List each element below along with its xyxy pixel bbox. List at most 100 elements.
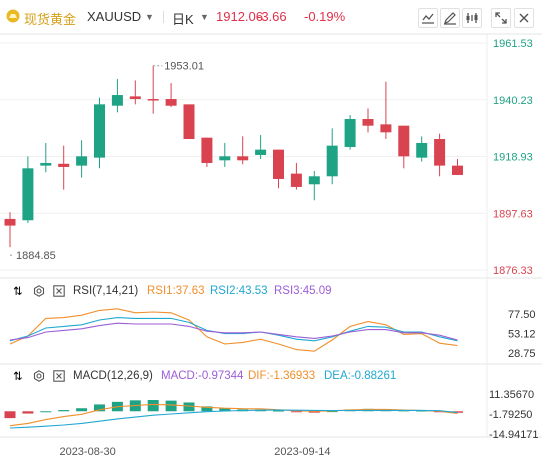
fullscreen-button[interactable]	[491, 8, 511, 28]
macd-histogram-bar	[273, 410, 284, 412]
settings-icon[interactable]	[33, 370, 45, 382]
rsi2-value: RSI2:43.53	[210, 285, 268, 297]
rsi3-value: RSI3:45.09	[274, 285, 332, 297]
divider	[163, 11, 164, 23]
rsi-tick-label: 53.12	[508, 329, 536, 341]
price-change: -3.66	[257, 9, 287, 24]
price-tick-label: 1961.53	[493, 38, 533, 50]
rsi-line-rsi3	[9, 322, 458, 341]
macd-tick-label: 11.35670	[489, 389, 534, 401]
candle-body	[326, 145, 338, 177]
candle-body	[255, 149, 267, 155]
macd-histogram-bar	[452, 411, 463, 413]
price-tick-label: 1918.93	[493, 152, 533, 164]
rsi-tick-label: 77.50	[508, 309, 536, 321]
rsi-label: RSI(7,14,21)	[73, 285, 139, 297]
chart-line-button[interactable]	[418, 8, 438, 28]
candle-body	[201, 137, 213, 163]
macd-histogram-bar	[308, 411, 320, 413]
macd-histogram-bar	[219, 408, 231, 412]
macd-histogram-bar	[326, 411, 338, 413]
collapse-icon[interactable]: ⇅	[13, 371, 23, 383]
candle-body	[94, 104, 105, 158]
macd-line-dea	[9, 409, 458, 429]
candle-body	[111, 95, 123, 106]
last-price: 1912.06	[216, 9, 263, 24]
macd-histogram-bar	[76, 408, 88, 412]
macd-histogram-bar	[4, 411, 16, 419]
candle-body	[147, 99, 159, 101]
candle-body	[452, 165, 463, 175]
date-tick-label: 2023-08-30	[59, 446, 115, 458]
candle-body	[416, 142, 428, 158]
dif-value: DIF:-1.36933	[248, 370, 316, 382]
candle-body	[76, 156, 88, 166]
chart-line-icon	[422, 13, 434, 24]
price-tick-label: 1940.23	[493, 95, 533, 107]
close-icon[interactable]	[53, 285, 65, 297]
macd-histogram-bar	[290, 411, 302, 413]
candle-body	[344, 119, 356, 147]
candle-body	[4, 218, 16, 226]
macd-histogram-bar	[94, 404, 105, 412]
macd-histogram-bar	[165, 400, 177, 412]
fullscreen-icon	[495, 12, 507, 24]
close-button[interactable]	[514, 8, 534, 28]
macd-histogram-bar	[58, 410, 70, 412]
price-tick-label: 1897.63	[493, 208, 533, 220]
macd-histogram-bar	[416, 410, 428, 412]
macd-histogram-bar	[22, 411, 34, 414]
macd-tick-label: -1.79250	[489, 409, 532, 421]
candle-body	[40, 162, 52, 166]
instrument-name: 现货黄金	[24, 12, 77, 27]
draw-button[interactable]	[440, 8, 460, 28]
period-selector[interactable]: 日K	[172, 12, 194, 27]
macd-histogram-bar	[40, 411, 52, 413]
candle-body	[362, 119, 374, 126]
low-annotation: 1884.85	[16, 250, 56, 262]
rsi-tick-label: 28.75	[508, 348, 536, 360]
bar-stats-icon	[466, 13, 478, 23]
indicator-button[interactable]	[462, 8, 482, 28]
rsi-line-rsi2	[9, 317, 458, 342]
gold-coin-icon	[6, 9, 20, 23]
rsi1-value: RSI1:37.63	[147, 285, 205, 297]
macd-indicator-bar: ⇅ MACD(12,26,9) MACD:-0.97344 DIF:-1.369…	[0, 366, 542, 386]
price-tick-label: 1876.33	[493, 265, 533, 277]
dea-value: DEA:-0.88261	[324, 370, 397, 382]
close-icon	[519, 13, 529, 23]
chevron-down-icon[interactable]: ▼	[145, 12, 154, 22]
macd-histogram-bar	[201, 406, 213, 412]
macd-line-dif	[9, 403, 458, 427]
candle-body	[165, 99, 177, 106]
date-tick-label: 2023-09-14	[274, 446, 330, 458]
candle-body	[434, 138, 446, 166]
candle-body	[58, 163, 70, 167]
rsi-line-rsi1	[9, 308, 458, 352]
collapse-icon[interactable]: ⇅	[13, 286, 23, 298]
edit-icon	[444, 12, 456, 25]
macd-value: MACD:-0.97344	[161, 370, 244, 382]
candle-body	[398, 125, 410, 157]
high-annotation: 1953.01	[164, 61, 204, 73]
candle-body	[129, 96, 141, 100]
macd-histogram-bar	[147, 400, 159, 412]
candle-body	[380, 124, 392, 133]
close-icon[interactable]	[53, 370, 65, 382]
macd-label: MACD(12,26,9)	[73, 370, 153, 382]
rsi-indicator-bar: ⇅ RSI(7,14,21) RSI1:37.63 RSI2:43.53 RSI…	[0, 281, 542, 301]
candle-body	[219, 156, 231, 161]
price-change-pct: -0.19%	[304, 9, 346, 24]
candle-body	[237, 156, 249, 161]
candle-body	[183, 104, 195, 139]
macd-histogram-bar	[183, 402, 195, 412]
candle-body	[22, 168, 34, 221]
candle-body	[273, 149, 284, 179]
candle-body	[308, 176, 320, 185]
chevron-down-icon[interactable]: ▼	[200, 12, 209, 22]
symbol-selector[interactable]: XAUUSD	[87, 9, 142, 24]
macd-tick-label: -14.94171	[489, 429, 539, 441]
settings-icon[interactable]	[33, 285, 45, 297]
chart-header: 现货黄金 XAUUSD ▼ 日K ▼ 1912.06 -3.66 -0.19%	[0, 0, 542, 34]
